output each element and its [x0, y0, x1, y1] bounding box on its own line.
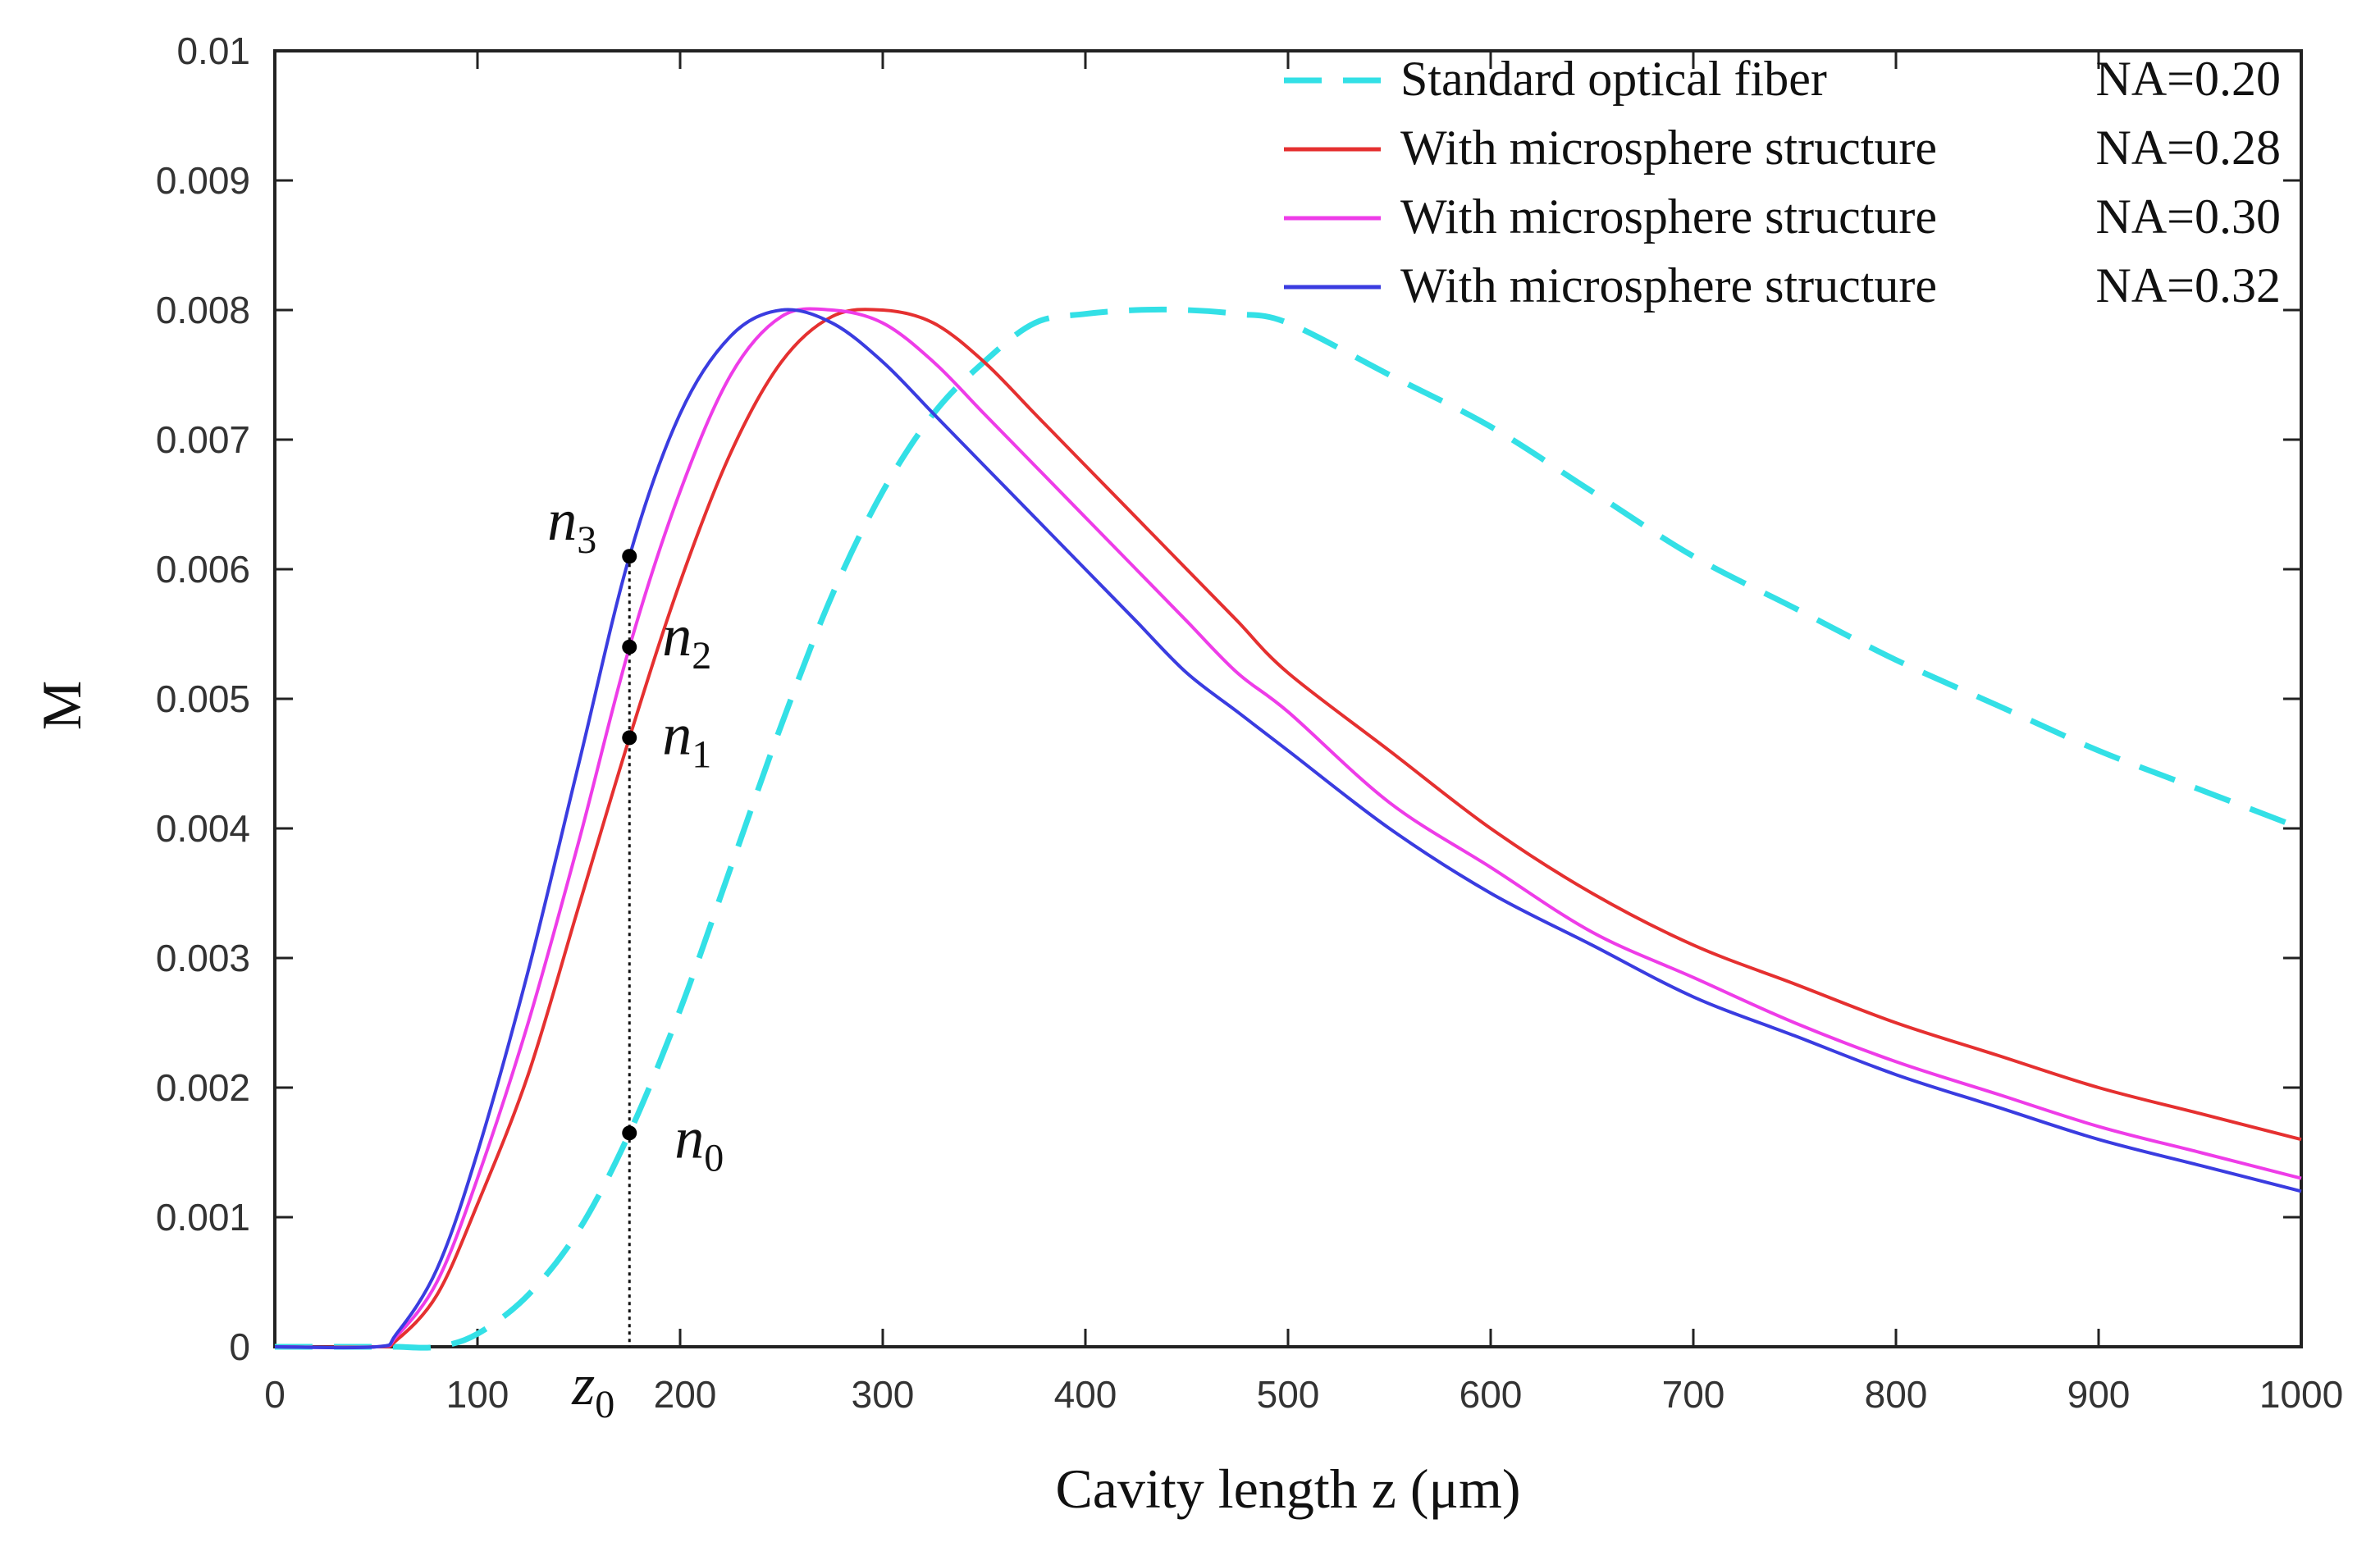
point-n3 — [622, 549, 637, 564]
y-tick-label: 0.001 — [156, 1196, 250, 1239]
plot-area — [273, 49, 2303, 1348]
x-tick-label: 100 — [446, 1373, 509, 1416]
x-tick-label: 400 — [1054, 1373, 1117, 1416]
y-tick-label: 0.009 — [156, 159, 250, 202]
legend-label: With microsphere structure — [1400, 121, 1937, 175]
point-n1 — [622, 730, 637, 746]
legend-label: With microsphere structure — [1400, 189, 1937, 244]
x-tick-label: 0 — [264, 1373, 286, 1416]
series-line-028 — [274, 308, 2302, 1349]
x-tick-label: 300 — [852, 1373, 915, 1416]
x-tick-label: 600 — [1460, 1373, 1523, 1416]
series-line-032 — [274, 308, 2302, 1350]
y-tick-label: 0.008 — [156, 289, 250, 331]
legend-na-label: NA=0.30 — [2096, 189, 2282, 244]
y-tick-labels: 0 0.001 0.002 0.003 0.004 0.005 0.006 0.007 0.00… — [156, 30, 250, 1368]
series-line-020 — [275, 306, 2303, 1351]
legend-label: Standard optical fiber — [1400, 52, 1827, 106]
legend-na-label: NA=0.32 — [2096, 258, 2282, 313]
y-tick-label: 0.005 — [156, 677, 250, 720]
x-tick-labels: 0 100 200 300 400 500 600 700 800 900 1000 — [264, 1373, 2343, 1416]
legend-na-label: NA=0.20 — [2096, 52, 2282, 106]
x-tick-label: 800 — [1865, 1373, 1928, 1416]
point-n0 — [622, 1125, 637, 1141]
legend-label: With microsphere structure — [1400, 258, 1937, 313]
x-axis-title: Cavity length z (μm) — [1055, 1458, 1520, 1520]
series-line-030 — [274, 307, 2302, 1349]
x-tick-label: 200 — [654, 1373, 717, 1416]
y-tick-label: 0.01 — [176, 30, 250, 72]
y-axis-title: M — [30, 681, 93, 730]
legend-na-label: NA=0.28 — [2096, 121, 2282, 175]
y-tick-label: 0.004 — [156, 807, 250, 850]
y-tick-label: 0.002 — [156, 1066, 250, 1109]
x-tick-label: 500 — [1257, 1373, 1320, 1416]
y-tick-label: 0.007 — [156, 418, 250, 461]
y-tick-label: 0.006 — [156, 548, 250, 591]
x-tick-label: 700 — [1662, 1373, 1725, 1416]
x-tick-label: 1000 — [2259, 1373, 2343, 1416]
series-lines — [274, 306, 2303, 1351]
z0-label: z0 — [571, 1352, 614, 1426]
y-tick-label: 0 — [229, 1325, 250, 1368]
x-tick-label: 900 — [2067, 1373, 2131, 1416]
legend: Standard optical fiber NA=0.20 With micros… — [1284, 52, 2281, 313]
y-tick-label: 0.003 — [156, 937, 250, 979]
point-n2 — [622, 639, 637, 655]
